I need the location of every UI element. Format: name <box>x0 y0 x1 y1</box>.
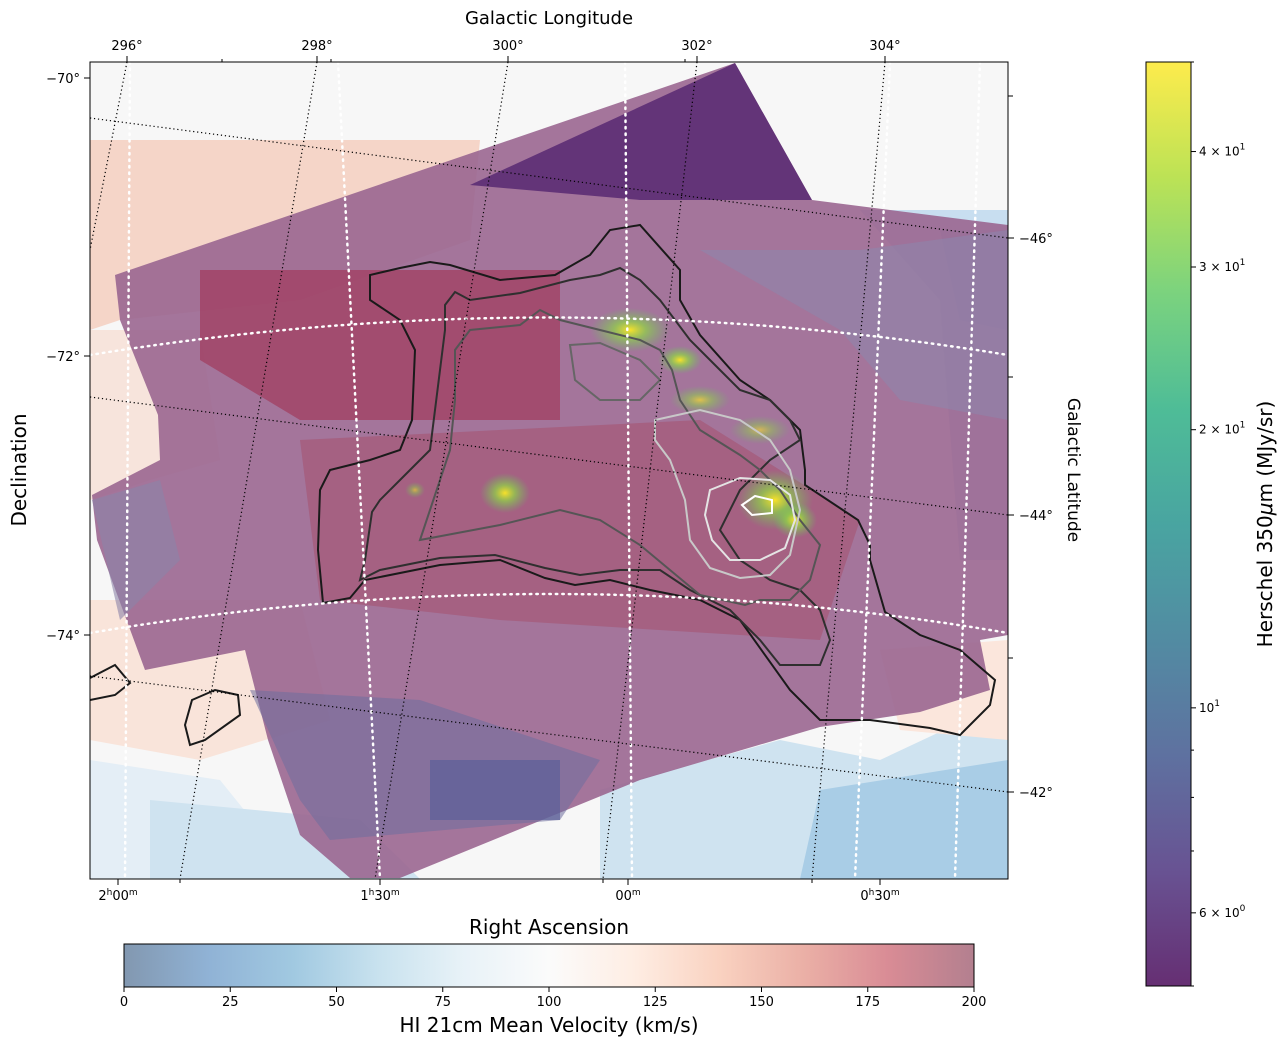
right-axis-label: Galactic Latitude <box>1063 398 1083 542</box>
velocity-colorbar-tick-label: 175 <box>855 995 880 1010</box>
herschel-colorbar-fill <box>1146 62 1191 986</box>
right-tick-label: −46° <box>1019 232 1053 247</box>
velocity-colorbar-label: HI 21cm Mean Velocity (km/s) <box>399 1013 698 1037</box>
left-axis-label: Declination <box>7 413 31 526</box>
left-tick-label: −72° <box>46 350 80 365</box>
equatorial-grid <box>90 62 1008 879</box>
velocity-colorbar-tick-label: 0 <box>120 995 128 1010</box>
herschel-colorbar-tick-label: 4 × 101 <box>1199 143 1245 159</box>
herschel-colorbar-tick-label: 6 × 100 <box>1199 904 1246 920</box>
top-tick-label: 300° <box>492 39 523 54</box>
top-axis-label: Galactic Longitude <box>465 8 633 29</box>
velocity-colorbar-tick-label: 25 <box>222 995 239 1010</box>
herschel-colorbar-tick-label: 2 × 101 <box>1199 421 1245 437</box>
top-tick-label: 296° <box>111 39 142 54</box>
left-axis: −70° −72° −74° Declination <box>7 72 90 644</box>
velocity-colorbar-tick-label: 75 <box>434 995 451 1010</box>
hi-contours <box>90 223 997 747</box>
left-tick-label: −70° <box>46 72 80 87</box>
top-tick-label: 298° <box>301 39 332 54</box>
bottom-tick-label: 2h00m <box>98 888 137 904</box>
left-tick-label: −74° <box>46 629 80 644</box>
herschel-colorbar-tick-label: 101 <box>1199 699 1220 715</box>
bottom-axis-label: Right Ascension <box>469 915 629 939</box>
bottom-tick-label: 00m <box>615 888 640 904</box>
top-tick-label: 304° <box>869 39 900 54</box>
velocity-colorbar-tick-label: 125 <box>643 995 668 1010</box>
herschel-colorbar-ticks: 6 × 100 101 2 × 101 3 × 101 4 × 101 <box>1191 61 1246 987</box>
bottom-tick-label: 1h30m <box>360 888 399 904</box>
top-axis: Galactic Longitude 296° 298° 300° 302° 3… <box>111 8 901 62</box>
herschel-colorbar-tick-label: 3 × 101 <box>1199 258 1245 274</box>
right-tick-label: −42° <box>1019 786 1053 801</box>
velocity-colorbar-tick-label: 50 <box>328 995 345 1010</box>
velocity-colorbar-tick-label: 150 <box>749 995 774 1010</box>
bottom-tick-label: 0h30m <box>860 888 899 904</box>
right-axis: −46° −44° −42° Galactic Latitude <box>1008 95 1083 801</box>
velocity-colorbar-tick-label: 200 <box>962 995 987 1010</box>
herschel-colorbar-label: Herschel 350μm (MJy/sr) <box>1253 401 1277 648</box>
velocity-colorbar-fill <box>124 944 974 987</box>
right-tick-label: −44° <box>1019 509 1053 524</box>
axes-frame <box>89 61 1009 880</box>
velocity-colorbar-ticks: 0 25 50 75 100 125 150 175 200 <box>120 987 987 1010</box>
bottom-axis: 2h00m 1h30m 00m 0h30m Right Ascension <box>98 879 900 939</box>
herschel-colorbar: 6 × 100 101 2 × 101 3 × 101 4 × 101 Herschel… <box>1145 61 1277 987</box>
galactic-grid <box>90 62 1008 879</box>
top-tick-label: 302° <box>681 39 712 54</box>
velocity-colorbar-tick-label: 100 <box>537 995 562 1010</box>
velocity-colorbar: 0 25 50 75 100 125 150 175 200 HI 21cm Mean Velo… <box>120 943 987 1037</box>
map-area <box>90 62 1008 879</box>
